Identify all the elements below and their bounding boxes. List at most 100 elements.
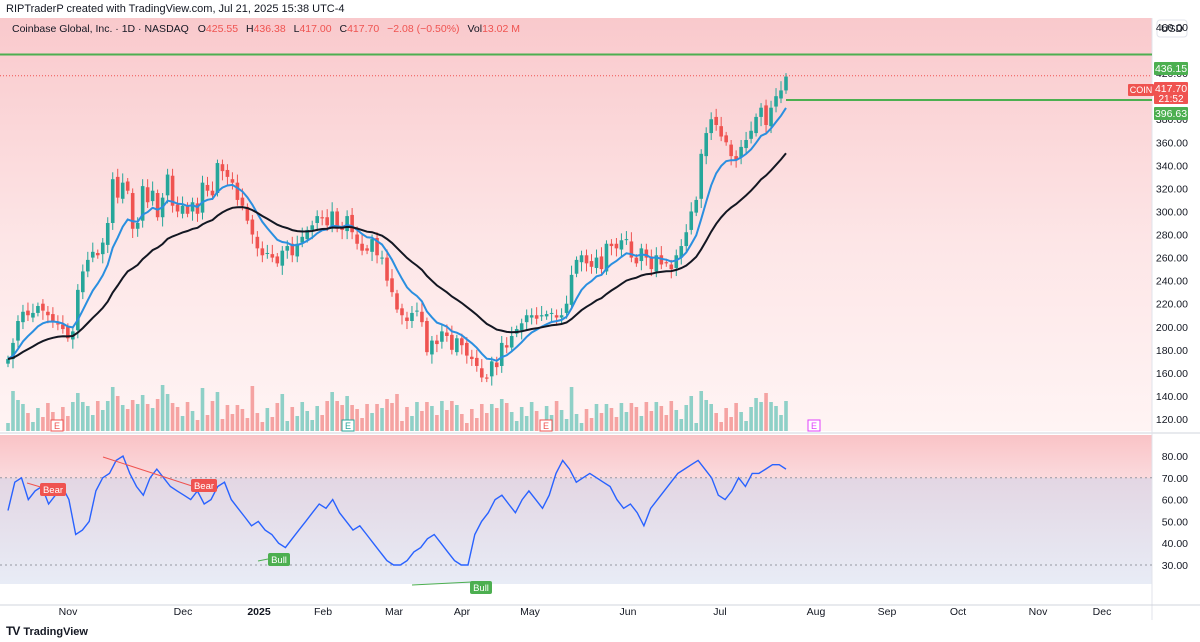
candle-body [120,182,125,199]
candle-body [679,246,684,258]
volume-bar [305,411,310,431]
volume-bar [415,402,419,431]
candle-body [609,243,614,247]
volume-bar [474,418,479,431]
candle-body [250,219,255,235]
candle-body [779,90,783,99]
candle-body [619,240,624,250]
volume-bar [110,387,115,431]
volume-bar [425,402,429,431]
volume-bar [95,401,100,431]
price-tick-label: 340.00 [1156,160,1188,172]
candle-body [285,246,290,251]
volume-bar [544,406,549,431]
time-tick-label: Oct [950,606,966,618]
volume-bar [46,403,50,431]
volume-bar [245,418,250,431]
volume-bar [370,413,374,431]
price-tick-label: 460.00 [1156,22,1188,34]
currency-button[interactable]: USD [1161,23,1184,35]
candle-body [190,202,195,212]
volume-bar [81,402,85,431]
candle-body [554,315,559,318]
candle-body [345,216,349,232]
candle-body [714,116,718,125]
volume-bar [430,406,434,431]
time-axis[interactable]: Nov Dec 2025 Feb Mar Apr May Jun Jul Aug Sep Oct Nov… [59,606,1112,618]
tradingview-logo[interactable]: TV TradingView [6,624,88,638]
candle-body [245,206,250,221]
volume-bar [779,415,783,431]
volume-bar [170,403,175,431]
candle-body [280,250,285,266]
volume-bar [375,404,379,431]
volume-bar [435,415,439,431]
candle-body [719,126,723,137]
volume-bar [674,410,679,431]
ohlc-legend: Coinbase Global, Inc. · 1D · NASDAQ O425… [12,23,520,35]
svg-text:Bear: Bear [194,481,214,492]
volume-bar [599,413,604,431]
candle-body [325,217,329,226]
volume-bar [614,417,619,431]
svg-text:Bull: Bull [473,583,489,594]
volume-bar [31,422,35,431]
legend-open: 425.55 [206,23,238,35]
candle-body [589,261,594,267]
earnings-marker[interactable]: E [341,419,355,432]
candle-body [524,315,529,323]
volume-bar [16,400,20,431]
volume-bar [734,403,738,431]
candle-body [504,345,509,348]
earnings-marker[interactable]: E [50,419,64,432]
candle-body [564,303,569,313]
volume-bar [11,391,15,431]
candle-body [240,197,245,206]
volume-bar [400,421,404,431]
candle-body [260,248,265,256]
chart-canvas[interactable]: Coinbase Global, Inc. · 1D · NASDAQ O425… [0,18,1200,620]
candle-body [739,146,743,158]
price-tick-label: 260.00 [1156,253,1188,265]
candle-body [66,326,70,339]
currency-button-box[interactable] [1156,19,1188,38]
earnings-marker[interactable]: E [807,419,821,432]
candle-body [145,187,150,203]
volume-bar [36,408,40,431]
candle-body [90,251,95,258]
volume-bar [509,412,514,431]
candle-body [81,271,85,293]
price-tick-label: 160.00 [1156,368,1188,380]
earnings-marker[interactable]: E [539,419,553,432]
volume-bar [654,402,659,431]
volume-bar [524,416,529,431]
volume-bar [76,393,80,431]
volume-bar [440,401,444,431]
rsi-tick-label: 40.00 [1162,538,1188,550]
candle-body [415,310,419,312]
volume-bar [629,403,634,431]
candle-body [6,359,10,364]
price-tick-label: 360.00 [1156,137,1188,149]
candle-body [270,254,275,258]
candle-body [774,96,778,107]
candle-body [115,176,120,198]
candle-body [734,156,738,160]
volume-bar [455,405,459,431]
candle-body [784,76,788,91]
volume-bar [200,388,205,431]
candle-body [584,255,589,264]
candle-body [125,181,130,191]
candle-body [450,334,454,350]
candle-body [330,211,334,228]
volume-bar [120,405,125,431]
candle-body [749,130,753,139]
candle-body [26,310,30,316]
volume-bar [215,392,220,431]
candle-body [315,216,320,223]
volume-bar [574,414,579,431]
volume-bar [150,408,155,431]
volume-bar [385,399,389,431]
volume-bar [100,410,105,431]
candle-body [634,257,639,264]
